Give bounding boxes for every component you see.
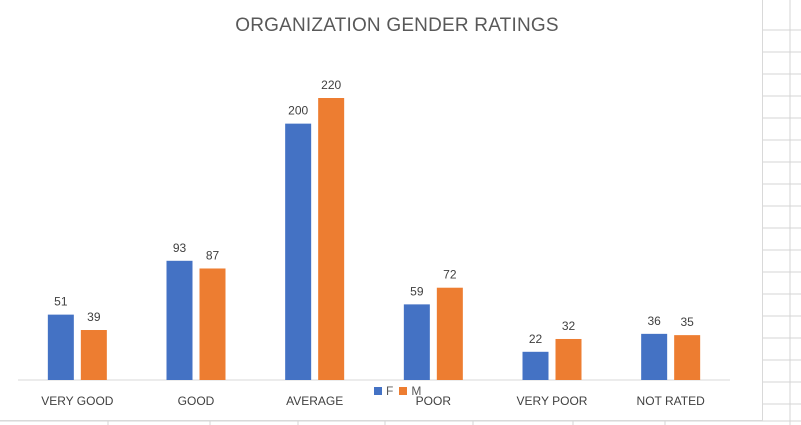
- chart-title: ORGANIZATION GENDER RATINGS: [235, 15, 559, 36]
- data-label-not-rated-m: 35: [680, 315, 694, 329]
- category-label-very-good: VERY GOOD: [41, 394, 114, 408]
- legend-swatch-m: [399, 387, 408, 395]
- legend-label-m: M: [411, 384, 422, 398]
- bar-very-good-f[interactable]: [47, 314, 74, 380]
- data-label-average-f: 200: [288, 104, 308, 118]
- bar-average-m[interactable]: [318, 98, 345, 380]
- legend-item-m: M: [399, 384, 421, 398]
- data-label-very-poor-m: 32: [562, 319, 576, 333]
- category-label-poor: POOR: [416, 394, 452, 408]
- bar-very-good-m[interactable]: [80, 330, 107, 380]
- data-label-poor-f: 59: [410, 284, 424, 298]
- category-label-not-rated: NOT RATED: [637, 394, 706, 408]
- data-label-very-good-f: 51: [54, 295, 68, 309]
- bar-poor-f[interactable]: [403, 304, 430, 380]
- bar-very-poor-m[interactable]: [555, 338, 582, 380]
- data-label-average-m: 220: [321, 78, 341, 92]
- legend-item-f: F: [374, 384, 393, 398]
- bar-very-poor-f[interactable]: [522, 351, 549, 380]
- data-label-not-rated-f: 36: [647, 314, 661, 328]
- data-label-poor-m: 72: [443, 268, 457, 282]
- bar-good-m[interactable]: [199, 268, 226, 380]
- bar-good-f[interactable]: [166, 260, 193, 380]
- data-label-good-m: 87: [206, 248, 220, 262]
- category-label-average: AVERAGE: [286, 394, 343, 408]
- category-label-good: GOOD: [178, 394, 215, 408]
- bar-plot: 51 39 VERY GOOD 93 87 GOOD 200 220 AVERAGE 59 72 PO…: [18, 78, 730, 408]
- bar-average-f[interactable]: [285, 123, 312, 381]
- legend-label-f: F: [386, 384, 394, 398]
- data-label-very-poor-f: 22: [529, 332, 543, 346]
- legend-swatch-f: [374, 387, 382, 395]
- data-label-good-f: 93: [173, 241, 187, 255]
- category-label-very-poor: VERY POOR: [517, 394, 588, 408]
- chart-area[interactable]: ORGANIZATION GENDER RATINGS 51 39 VERY GOO…: [0, 0, 763, 421]
- bar-not-rated-f[interactable]: [641, 333, 668, 380]
- bar-not-rated-m[interactable]: [674, 335, 701, 380]
- data-label-very-good-m: 39: [87, 310, 101, 324]
- bar-poor-m[interactable]: [436, 287, 463, 380]
